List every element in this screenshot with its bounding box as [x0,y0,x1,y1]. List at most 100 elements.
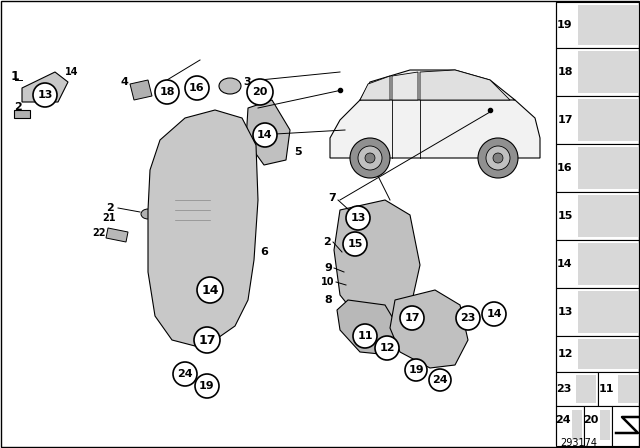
Circle shape [456,306,480,330]
Bar [556,48,640,96]
Text: 19: 19 [408,365,424,375]
Circle shape [173,362,197,386]
Text: 13: 13 [557,307,573,317]
Polygon shape [334,200,420,325]
Bar [556,144,640,192]
Circle shape [375,336,399,360]
Text: 17: 17 [404,313,420,323]
Text: 4: 4 [120,77,128,87]
Bar [556,2,640,48]
Text: 16: 16 [189,83,205,93]
Circle shape [350,138,390,178]
Text: 24: 24 [177,369,193,379]
Circle shape [343,232,367,256]
Text: 13: 13 [37,90,52,100]
Text: 20: 20 [583,415,598,425]
Bar [578,195,638,237]
Bar [578,99,638,141]
Bar [578,339,638,369]
Circle shape [478,138,518,178]
Text: 18: 18 [557,67,573,77]
Text: 11: 11 [357,331,372,341]
Text: 16: 16 [557,163,573,173]
Text: 23: 23 [460,313,476,323]
Bar [578,5,638,45]
Text: 8: 8 [324,295,332,305]
Polygon shape [392,72,418,100]
FancyBboxPatch shape [14,110,30,118]
Bar [572,410,582,440]
Text: 3: 3 [243,77,251,87]
Circle shape [400,306,424,330]
Ellipse shape [219,78,241,94]
Bar [618,375,638,403]
Text: 14: 14 [65,67,79,77]
Circle shape [155,80,179,104]
Text: 2: 2 [323,237,331,247]
Bar [556,240,640,288]
Text: 23: 23 [556,384,572,394]
Bar [598,372,640,406]
Circle shape [353,324,377,348]
Text: 17: 17 [198,333,216,346]
Text: 9: 9 [324,263,332,273]
Bar [556,288,640,336]
Text: 12: 12 [557,349,573,359]
Text: 20: 20 [252,87,268,97]
Text: 14: 14 [557,259,573,269]
Circle shape [197,277,223,303]
Polygon shape [148,110,258,346]
Circle shape [33,83,57,107]
Text: 15: 15 [348,239,363,249]
Bar [584,406,612,446]
Text: 11: 11 [598,384,614,394]
Text: 2: 2 [14,102,22,112]
Circle shape [247,79,273,105]
Circle shape [346,206,370,230]
Bar [576,375,596,403]
Circle shape [493,153,503,163]
Text: 14: 14 [257,130,273,140]
Text: 1: 1 [11,69,19,82]
Bar [612,406,640,446]
Text: 24: 24 [432,375,448,385]
Polygon shape [106,228,128,242]
Bar [556,192,640,240]
Text: 15: 15 [557,211,573,221]
Bar [578,51,638,93]
Circle shape [365,153,375,163]
Text: 19: 19 [557,20,573,30]
Bar [578,243,638,285]
Circle shape [185,76,209,100]
Circle shape [358,146,382,170]
Text: 5: 5 [294,147,302,157]
Text: 14: 14 [201,284,219,297]
Text: 13: 13 [350,213,365,223]
Text: 10: 10 [321,277,335,287]
Text: 293174: 293174 [560,438,597,448]
Circle shape [195,374,219,398]
Text: 14: 14 [486,309,502,319]
Polygon shape [337,300,400,355]
Text: 2: 2 [106,203,114,213]
Text: 21: 21 [102,213,116,223]
Polygon shape [420,70,510,100]
Text: 19: 19 [199,381,215,391]
Polygon shape [22,72,68,102]
Bar [600,410,610,440]
Text: 24: 24 [555,415,571,425]
Polygon shape [330,86,540,158]
Circle shape [253,123,277,147]
Text: 18: 18 [159,87,175,97]
Polygon shape [130,80,152,100]
Text: 7: 7 [328,193,336,203]
Bar [578,147,638,189]
Polygon shape [360,76,390,100]
Circle shape [482,302,506,326]
Bar [556,96,640,144]
Text: 22: 22 [92,228,106,238]
Polygon shape [246,100,290,165]
Bar [556,372,598,406]
Circle shape [429,369,451,391]
Text: 6: 6 [260,247,268,257]
